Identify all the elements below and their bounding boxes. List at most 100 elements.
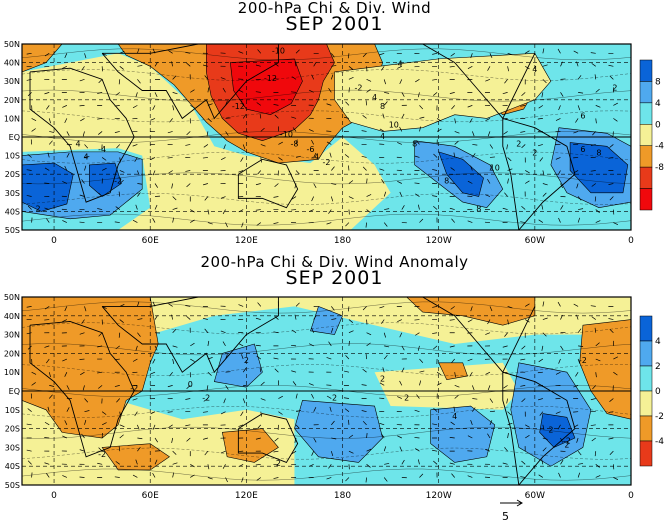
- wind-vector: [507, 52, 513, 56]
- wind-vector: [330, 196, 334, 202]
- wind-vector: [119, 424, 125, 428]
- wind-vector: [366, 464, 371, 468]
- wind-vector: [382, 113, 385, 119]
- wind-vector: [26, 423, 32, 426]
- wind-vector: [101, 157, 107, 161]
- wind-vector: [31, 118, 37, 121]
- wind-vector: [97, 371, 103, 374]
- contour-line: [22, 69, 631, 81]
- wind-vector: [154, 437, 159, 443]
- wind-vector: [453, 152, 456, 158]
- wind-vector: [167, 157, 173, 159]
- wind-vector: [292, 127, 297, 132]
- wind-vector: [542, 183, 548, 186]
- x-tick-label: 180: [334, 491, 351, 501]
- wind-vector: [348, 76, 354, 80]
- wind-vector: [383, 79, 387, 85]
- wind-vector: [399, 79, 403, 85]
- wind-vector: [66, 152, 70, 158]
- wind-vector: [450, 421, 455, 426]
- wind-vector: [98, 332, 103, 337]
- wind-vector: [541, 204, 544, 210]
- wind-vector: [169, 118, 173, 123]
- wind-vector: [278, 411, 283, 415]
- contour-label: 2: [276, 459, 281, 468]
- wind-vector: [331, 183, 337, 185]
- wind-vector: [84, 419, 87, 425]
- wind-vector: [132, 105, 138, 109]
- wind-vector: [97, 92, 103, 94]
- wind-vector: [361, 410, 367, 413]
- wind-vector: [134, 411, 138, 417]
- wind-vector: [132, 144, 138, 147]
- wind-vector: [154, 183, 159, 188]
- wind-vector: [345, 355, 350, 360]
- wind-vector: [243, 385, 249, 387]
- contour-label: 8: [476, 204, 481, 213]
- wind-vector: [348, 319, 354, 323]
- wind-vector: [255, 91, 261, 93]
- wind-vector: [291, 344, 297, 347]
- wind-vector: [203, 398, 209, 402]
- contour-label: -2: [98, 450, 106, 459]
- colorbar-label: 0: [655, 387, 661, 397]
- wind-vector: [79, 221, 85, 223]
- wind-vector: [381, 179, 385, 184]
- wind-vector: [414, 182, 420, 184]
- chart2-subtitle: SEP 2001: [285, 267, 384, 289]
- wind-vector: [591, 437, 596, 442]
- wind-vector: [591, 183, 596, 187]
- wind-vector: [115, 206, 120, 210]
- wind-vector: [419, 116, 425, 119]
- wind-vector: [449, 92, 455, 94]
- contour-label: 8: [444, 177, 449, 186]
- wind-vector: [450, 306, 455, 310]
- wind-vector: [525, 180, 530, 184]
- x-tick-label: 60W: [525, 491, 545, 501]
- wind-vector: [44, 167, 50, 171]
- wind-vector: [154, 345, 158, 351]
- wind-vector: [343, 116, 350, 119]
- wind-vector: [348, 196, 354, 199]
- wind-vector: [273, 222, 279, 224]
- contour-label: -4: [395, 59, 403, 68]
- wind-vector: [361, 155, 367, 158]
- wind-vector: [242, 114, 247, 119]
- wind-vector: [291, 463, 297, 466]
- wind-vector: [384, 345, 390, 348]
- coastline: [237, 158, 299, 209]
- wind-vector: [366, 332, 372, 336]
- wind-vector: [415, 448, 420, 452]
- wind-vector: [397, 66, 402, 69]
- wind-vector: [241, 100, 244, 106]
- anomaly-band: [374, 362, 519, 410]
- wind-vector: [469, 372, 473, 377]
- wind-vector: [79, 79, 85, 82]
- wind-vector: [152, 472, 156, 478]
- wind-vector: [172, 75, 177, 80]
- wind-vector: [273, 450, 279, 453]
- wind-vector: [555, 118, 561, 121]
- wind-vector: [238, 170, 244, 173]
- wind-vector: [222, 464, 226, 469]
- wind-vector: [84, 53, 87, 59]
- wind-vector: [399, 126, 403, 132]
- wind-vector: [595, 118, 597, 124]
- wind-vector: [472, 385, 475, 391]
- wind-vector: [222, 341, 226, 347]
- wind-vector: [432, 169, 438, 171]
- contour-label: 2: [612, 84, 617, 93]
- wind-vector: [172, 207, 178, 210]
- wind-vector: [401, 459, 405, 465]
- wind-vector: [154, 459, 158, 465]
- wind-vector: [449, 437, 455, 439]
- wind-vector: [577, 217, 581, 223]
- contour-label: 8: [380, 102, 385, 111]
- wind-vector: [415, 193, 420, 197]
- wind-vector: [379, 306, 385, 309]
- wind-vector: [573, 131, 579, 134]
- wind-vector: [242, 367, 247, 373]
- wind-vector: [132, 219, 138, 223]
- wind-vector: [542, 48, 545, 54]
- wind-vector: [542, 192, 547, 197]
